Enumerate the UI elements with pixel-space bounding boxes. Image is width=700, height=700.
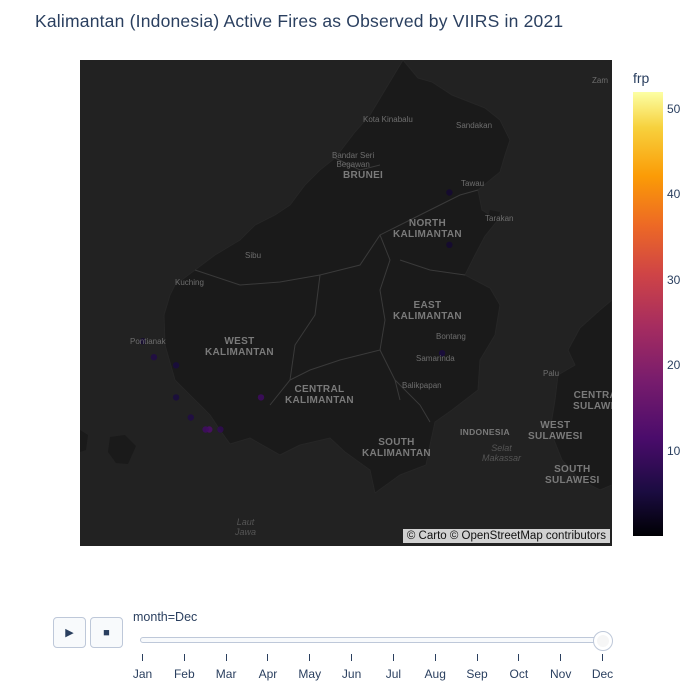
chart-title: Kalimantan (Indonesia) Active Fires as O…	[35, 11, 564, 31]
map-label-west-sulawesi: WEST SULAWESI	[528, 420, 583, 442]
slider-tick	[225, 654, 227, 661]
province-borders	[194, 157, 479, 423]
city-label-kota-kinabalu: Kota Kinabalu	[363, 115, 413, 124]
slider-month-nov[interactable]: Nov	[550, 667, 572, 681]
map-label-central-sulawesi: CENTRA SULAWE	[573, 390, 612, 412]
fire-point[interactable]	[172, 394, 180, 401]
small-island	[108, 435, 136, 464]
slider-month-may[interactable]: May	[298, 667, 322, 681]
city-label-tarakan: Tarakan	[485, 214, 514, 223]
slider-month-jun[interactable]: Jun	[341, 667, 362, 681]
colorbar-tick-label: 20	[667, 358, 681, 373]
slider-tick	[267, 654, 269, 661]
slider-tick	[476, 654, 478, 661]
map-label-indonesia: INDONESIA	[460, 427, 510, 437]
sea-label-laut-jawa: Laut Jawa	[235, 517, 257, 537]
play-button[interactable]: ▶	[53, 617, 86, 648]
fire-point[interactable]	[257, 394, 265, 401]
colorbar-tick-label: 30	[667, 272, 681, 287]
city-label-pontianak: Pontianak	[130, 337, 166, 346]
map-label-south-kalimantan: SOUTH KALIMANTAN	[362, 437, 431, 459]
slider-tick	[183, 654, 185, 661]
city-label-tawau: Tawau	[461, 179, 485, 188]
fire-point[interactable]	[217, 426, 224, 433]
slider-tick	[518, 654, 520, 661]
fire-point[interactable]	[202, 426, 209, 433]
slider-month-dec[interactable]: Dec	[591, 667, 614, 681]
map-label-south-sulawesi: SOUTH SULAWESI	[545, 464, 600, 486]
colorbar-tick-label: 10	[667, 443, 681, 458]
slider-month-oct[interactable]: Oct	[509, 667, 529, 681]
city-label-bandar-seri-begawan: Bandar Seri Begawan	[332, 151, 375, 169]
colorbar-title: frp	[633, 70, 650, 86]
city-label-kuching: Kuching	[175, 278, 204, 287]
slider-current-value: Dec	[175, 610, 198, 624]
slider-rail[interactable]	[140, 637, 610, 643]
city-label-zam: Zam	[592, 76, 608, 85]
slider-month-apr[interactable]: Apr	[258, 667, 278, 681]
map-label-north-kalimantan: NORTH KALIMANTAN	[393, 218, 462, 240]
sea-label-selat-makassar: Selat Makassar	[482, 443, 522, 463]
slider-prefix: month=	[133, 610, 176, 624]
slider-tick	[309, 654, 311, 661]
map-attribution[interactable]: © Carto © OpenStreetMap contributors	[402, 529, 610, 543]
small-island	[80, 430, 88, 452]
slider-tick	[351, 654, 353, 661]
slider-tick	[602, 654, 603, 661]
slider-tick	[434, 654, 436, 661]
map-label-west-kalimantan: WEST KALIMANTAN	[205, 336, 274, 358]
borneo-landmass	[163, 60, 511, 494]
colorbar-tick-label: 40	[667, 187, 681, 202]
city-label-sibu: Sibu	[245, 251, 262, 260]
map-label-brunei: BRUNEI	[343, 170, 384, 181]
slider-current-label: month=Dec	[133, 610, 197, 624]
fire-point[interactable]	[150, 354, 158, 361]
slider-month-sep[interactable]: Sep	[466, 667, 488, 681]
fire-point[interactable]	[446, 189, 453, 196]
slider-month-feb[interactable]: Feb	[173, 667, 195, 681]
stop-button[interactable]: ■	[90, 617, 123, 648]
sulawesi-landmass	[549, 299, 612, 491]
slider-month-jan[interactable]: Jan	[132, 667, 153, 681]
map-label-central-kalimantan: CENTRAL KALIMANTAN	[285, 384, 354, 406]
map-label-east-kalimantan: EAST KALIMANTAN	[393, 300, 462, 322]
map-panel[interactable]: BRUNEI NORTH KALIMANTAN EAST KALIMANTAN …	[80, 60, 612, 546]
fire-point[interactable]	[139, 338, 146, 345]
slider-tick	[142, 654, 143, 661]
fire-point[interactable]	[446, 241, 453, 248]
stop-icon: ■	[103, 626, 110, 639]
slider-tick	[560, 654, 562, 661]
slider-handle[interactable]	[592, 631, 613, 651]
slider-month-mar[interactable]: Mar	[215, 667, 237, 681]
play-icon: ▶	[65, 627, 74, 639]
city-label-bontang: Bontang	[436, 332, 466, 341]
fire-points-layer	[139, 189, 453, 433]
fire-point[interactable]	[187, 414, 194, 421]
colorbar-tick-label: 50	[667, 102, 681, 117]
city-label-palu: Palu	[543, 369, 560, 378]
colorbar	[633, 92, 663, 536]
slider-month-jul[interactable]: Jul	[385, 667, 402, 681]
fire-point[interactable]	[438, 350, 446, 357]
map-basemap	[80, 60, 612, 546]
city-label-balikpapan: Balikpapan	[402, 381, 442, 390]
slider-tick	[392, 654, 394, 661]
slider-month-aug[interactable]: Aug	[424, 667, 446, 681]
city-label-sandakan: Sandakan	[456, 121, 493, 130]
fire-point[interactable]	[172, 362, 180, 369]
small-island	[488, 210, 500, 220]
city-label-samarinda: Samarinda	[416, 354, 455, 363]
